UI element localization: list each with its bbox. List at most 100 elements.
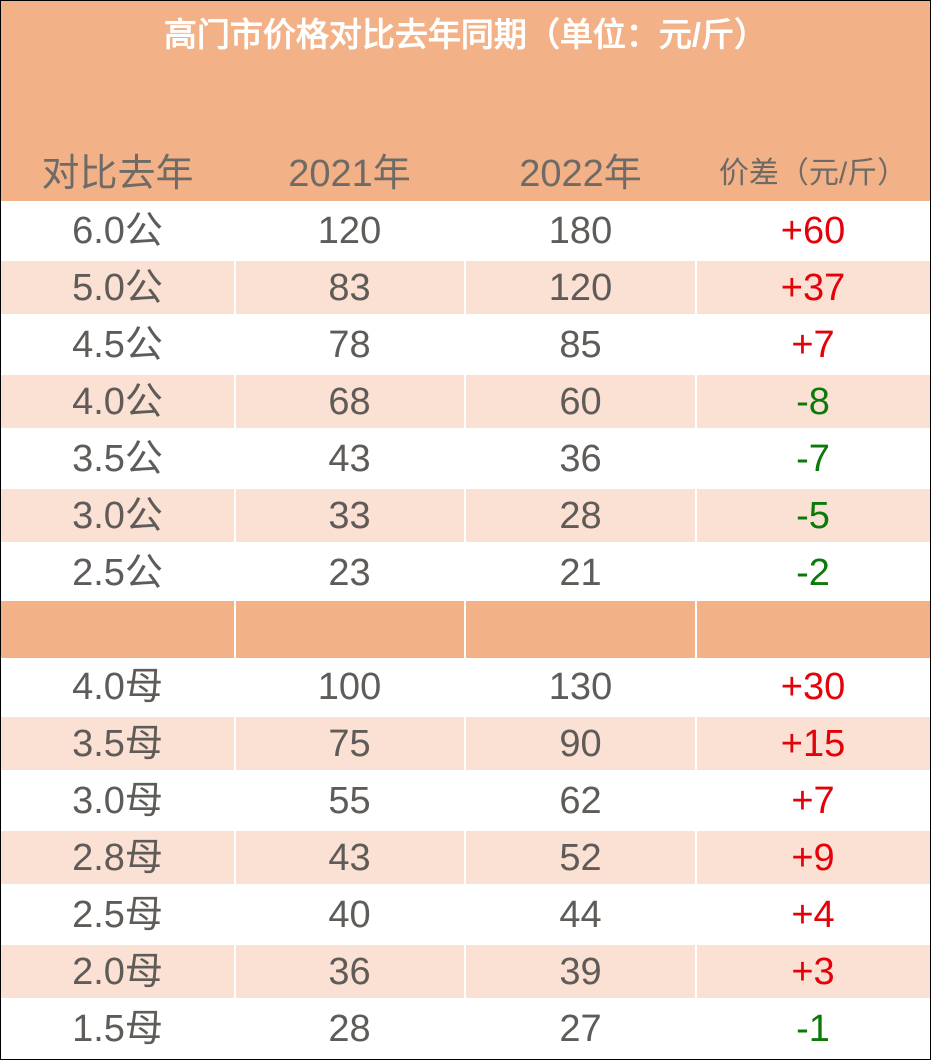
column-divider — [695, 259, 697, 316]
row-divider — [1, 998, 930, 1000]
table-row: 5.0公 83 120 +37 — [1, 259, 930, 316]
table-row: 4.0公 68 60 -8 — [1, 373, 930, 430]
price-2021-cell: 23 — [328, 551, 371, 594]
spec-cell: 4.0母 — [72, 665, 163, 708]
price-2022-cell: 27 — [559, 1007, 602, 1050]
price-diff-cell: -5 — [796, 494, 830, 537]
column-divider — [234, 601, 236, 658]
table-row: 2.8母 43 52 +9 — [1, 829, 930, 886]
price-2022-cell: 60 — [559, 380, 602, 423]
price-2022-cell: 36 — [559, 437, 602, 480]
spec-cell: 5.0公 — [72, 266, 163, 309]
spec-cell: 3.0母 — [72, 779, 163, 822]
price-2021-cell: 43 — [328, 437, 371, 480]
spec-cell: 3.0公 — [72, 494, 163, 537]
spec-cell: 3.5母 — [72, 722, 163, 765]
spec-cell: 2.5母 — [72, 893, 163, 936]
price-2022-cell: 85 — [559, 323, 602, 366]
price-diff-cell: +60 — [780, 209, 846, 252]
price-diff-cell: +7 — [791, 779, 835, 822]
price-2022-cell: 52 — [559, 836, 602, 879]
column-header-2022: 2022年 — [519, 153, 642, 195]
column-divider — [464, 373, 466, 430]
column-divider — [695, 487, 697, 544]
group-separator-row — [1, 601, 930, 658]
price-diff-cell: +3 — [791, 950, 835, 993]
spec-cell: 3.5公 — [72, 437, 163, 480]
column-header-diff: 价差（元/斤） — [718, 157, 908, 190]
price-2022-cell: 28 — [559, 494, 602, 537]
table-row: 3.5母 75 90 +15 — [1, 715, 930, 772]
table-row: 3.5公 43 36 -7 — [1, 430, 930, 487]
column-header-2021: 2021年 — [288, 153, 411, 195]
row-divider — [1, 314, 930, 316]
price-2021-cell: 68 — [328, 380, 371, 423]
price-diff-cell: -7 — [796, 437, 830, 480]
column-divider — [464, 829, 466, 886]
column-divider — [464, 715, 466, 772]
row-divider — [1, 770, 930, 772]
price-2021-cell: 83 — [328, 266, 371, 309]
spec-cell: 1.5母 — [72, 1007, 163, 1050]
row-divider — [1, 829, 930, 831]
table-header: 高门市价格对比去年同期（单位：元/斤） 对比去年 2021年 2022年 价差（… — [1, 1, 930, 201]
row-divider — [1, 259, 930, 261]
price-diff-cell: -1 — [796, 1007, 830, 1050]
column-divider — [464, 259, 466, 316]
column-divider — [695, 601, 697, 658]
row-divider — [1, 715, 930, 717]
table-row: 3.0母 55 62 +7 — [1, 772, 930, 829]
column-divider — [695, 715, 697, 772]
price-2022-cell: 44 — [559, 893, 602, 936]
table-row: 4.0母 100 130 +30 — [1, 658, 930, 715]
column-divider — [234, 373, 236, 430]
price-2022-cell: 120 — [548, 266, 613, 309]
price-2022-cell: 180 — [548, 209, 613, 252]
price-2021-cell: 75 — [328, 722, 371, 765]
price-2022-cell: 62 — [559, 779, 602, 822]
spec-cell: 2.8母 — [72, 836, 163, 879]
column-divider — [695, 943, 697, 1000]
table-row: 2.5母 40 44 +4 — [1, 886, 930, 943]
price-diff-cell: +15 — [780, 722, 846, 765]
price-2021-cell: 33 — [328, 494, 371, 537]
table-row: 4.5公 78 85 +7 — [1, 316, 930, 373]
column-divider — [234, 715, 236, 772]
price-2021-cell: 78 — [328, 323, 371, 366]
price-diff-cell: +37 — [780, 266, 846, 309]
price-diff-cell: -2 — [796, 551, 830, 594]
table-row: 2.5公 23 21 -2 — [1, 544, 930, 601]
column-divider — [234, 487, 236, 544]
column-divider — [464, 601, 466, 658]
price-2022-cell: 21 — [559, 551, 602, 594]
table-row: 3.0公 33 28 -5 — [1, 487, 930, 544]
row-divider — [1, 373, 930, 375]
price-2021-cell: 40 — [328, 893, 371, 936]
price-diff-cell: +4 — [791, 893, 835, 936]
row-divider — [1, 943, 930, 945]
price-2021-cell: 120 — [317, 209, 382, 252]
row-divider — [1, 428, 930, 430]
price-2021-cell: 36 — [328, 950, 371, 993]
column-divider — [695, 829, 697, 886]
row-divider — [1, 487, 930, 489]
column-header-spec: 对比去年 — [41, 153, 194, 195]
price-2021-cell: 55 — [328, 779, 371, 822]
sheet-title: 高门市价格对比去年同期（单位：元/斤） — [163, 16, 768, 53]
table-row: 6.0公 120 180 +60 — [1, 202, 930, 259]
table-row: 1.5母 28 27 -1 — [1, 1000, 930, 1057]
price-2022-cell: 90 — [559, 722, 602, 765]
spec-cell: 2.5公 — [72, 551, 163, 594]
price-diff-cell: -8 — [796, 380, 830, 423]
column-divider — [695, 373, 697, 430]
table-row: 2.0母 36 39 +3 — [1, 943, 930, 1000]
column-divider — [234, 943, 236, 1000]
price-2022-cell: 130 — [548, 665, 613, 708]
price-diff-cell: +30 — [780, 665, 846, 708]
spec-cell: 4.0公 — [72, 380, 163, 423]
row-divider — [1, 542, 930, 544]
spec-cell: 6.0公 — [72, 209, 163, 252]
row-divider — [1, 884, 930, 886]
column-divider — [234, 259, 236, 316]
